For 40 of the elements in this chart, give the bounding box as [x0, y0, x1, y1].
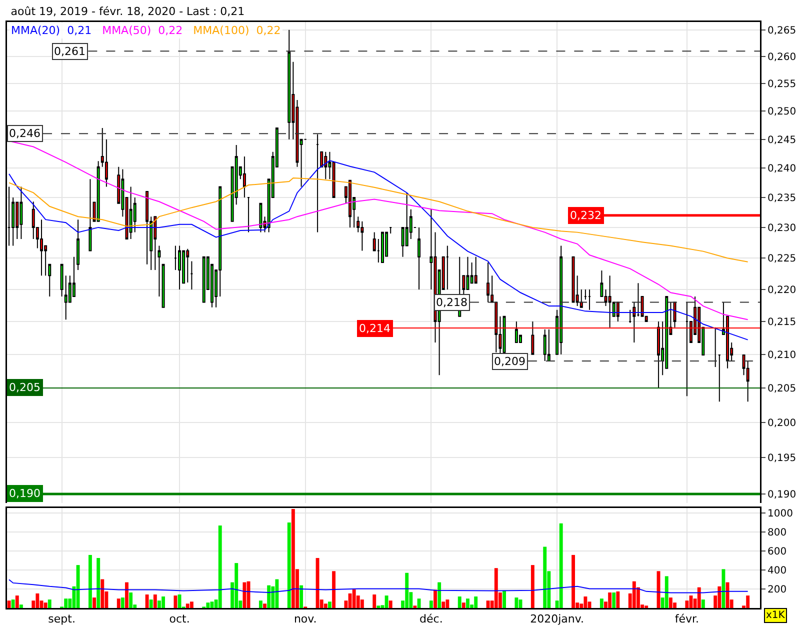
y-tick-label: 0,265	[768, 25, 796, 36]
y-tick-label: 0,230	[768, 222, 796, 234]
ref-line-label: 0,190	[9, 487, 40, 500]
x-tick-label: 2020janv.	[530, 612, 584, 626]
y-tick-label: 0,255	[768, 79, 796, 90]
x-tick-label: oct.	[169, 612, 190, 626]
y-tick-label: 400	[768, 565, 787, 576]
ref-line-label: 0,209	[494, 355, 526, 368]
y-tick-label: 0,205	[768, 383, 796, 394]
text: MMA(100) 0,22	[193, 24, 281, 37]
y-tick-label: 0,235	[768, 192, 796, 204]
text: MMA(50) 0,22	[102, 24, 183, 37]
y-tick-label: 200	[768, 584, 787, 596]
ref-line-label: 0,232	[570, 209, 602, 222]
y-tick-label: 0,210	[768, 350, 796, 361]
y-tick-label: 0,200	[768, 418, 796, 429]
x-tick-label: déc.	[420, 612, 443, 626]
y-tick-label: 0,215	[768, 317, 796, 328]
y-tick-label: 0,240	[768, 164, 796, 175]
y-tick-label: 1000	[768, 508, 793, 520]
y-tick-label: 0,190	[768, 489, 796, 500]
chart-title: août 19, 2019 - févr. 18, 2020 - Last : 0,21	[10, 4, 245, 18]
y-tick-label: 0,245	[768, 134, 796, 146]
x-tick-label: févr.	[674, 612, 700, 626]
y-tick-label: 600	[768, 546, 787, 558]
ref-line-label: 0,261	[54, 45, 86, 58]
x-tick-label: sept.	[48, 612, 76, 626]
ref-line-label: 0,246	[9, 127, 40, 140]
ref-line-label: 0,205	[9, 381, 40, 394]
y-tick-label: 800	[768, 527, 787, 538]
ref-line-label: 0,218	[436, 296, 468, 309]
y-tick-label: 0,260	[768, 52, 796, 63]
y-tick-label: 0,250	[768, 106, 796, 118]
ref-line-label: 0,214	[359, 322, 390, 335]
x-tick-label: nov.	[294, 612, 317, 626]
text: x1K	[766, 610, 786, 621]
y-tick-label: 0,195	[768, 453, 796, 464]
text: MMA(20) 0,21	[11, 24, 92, 37]
y-tick-label: 0,225	[768, 254, 796, 265]
y-tick-label: 0,220	[768, 284, 796, 296]
